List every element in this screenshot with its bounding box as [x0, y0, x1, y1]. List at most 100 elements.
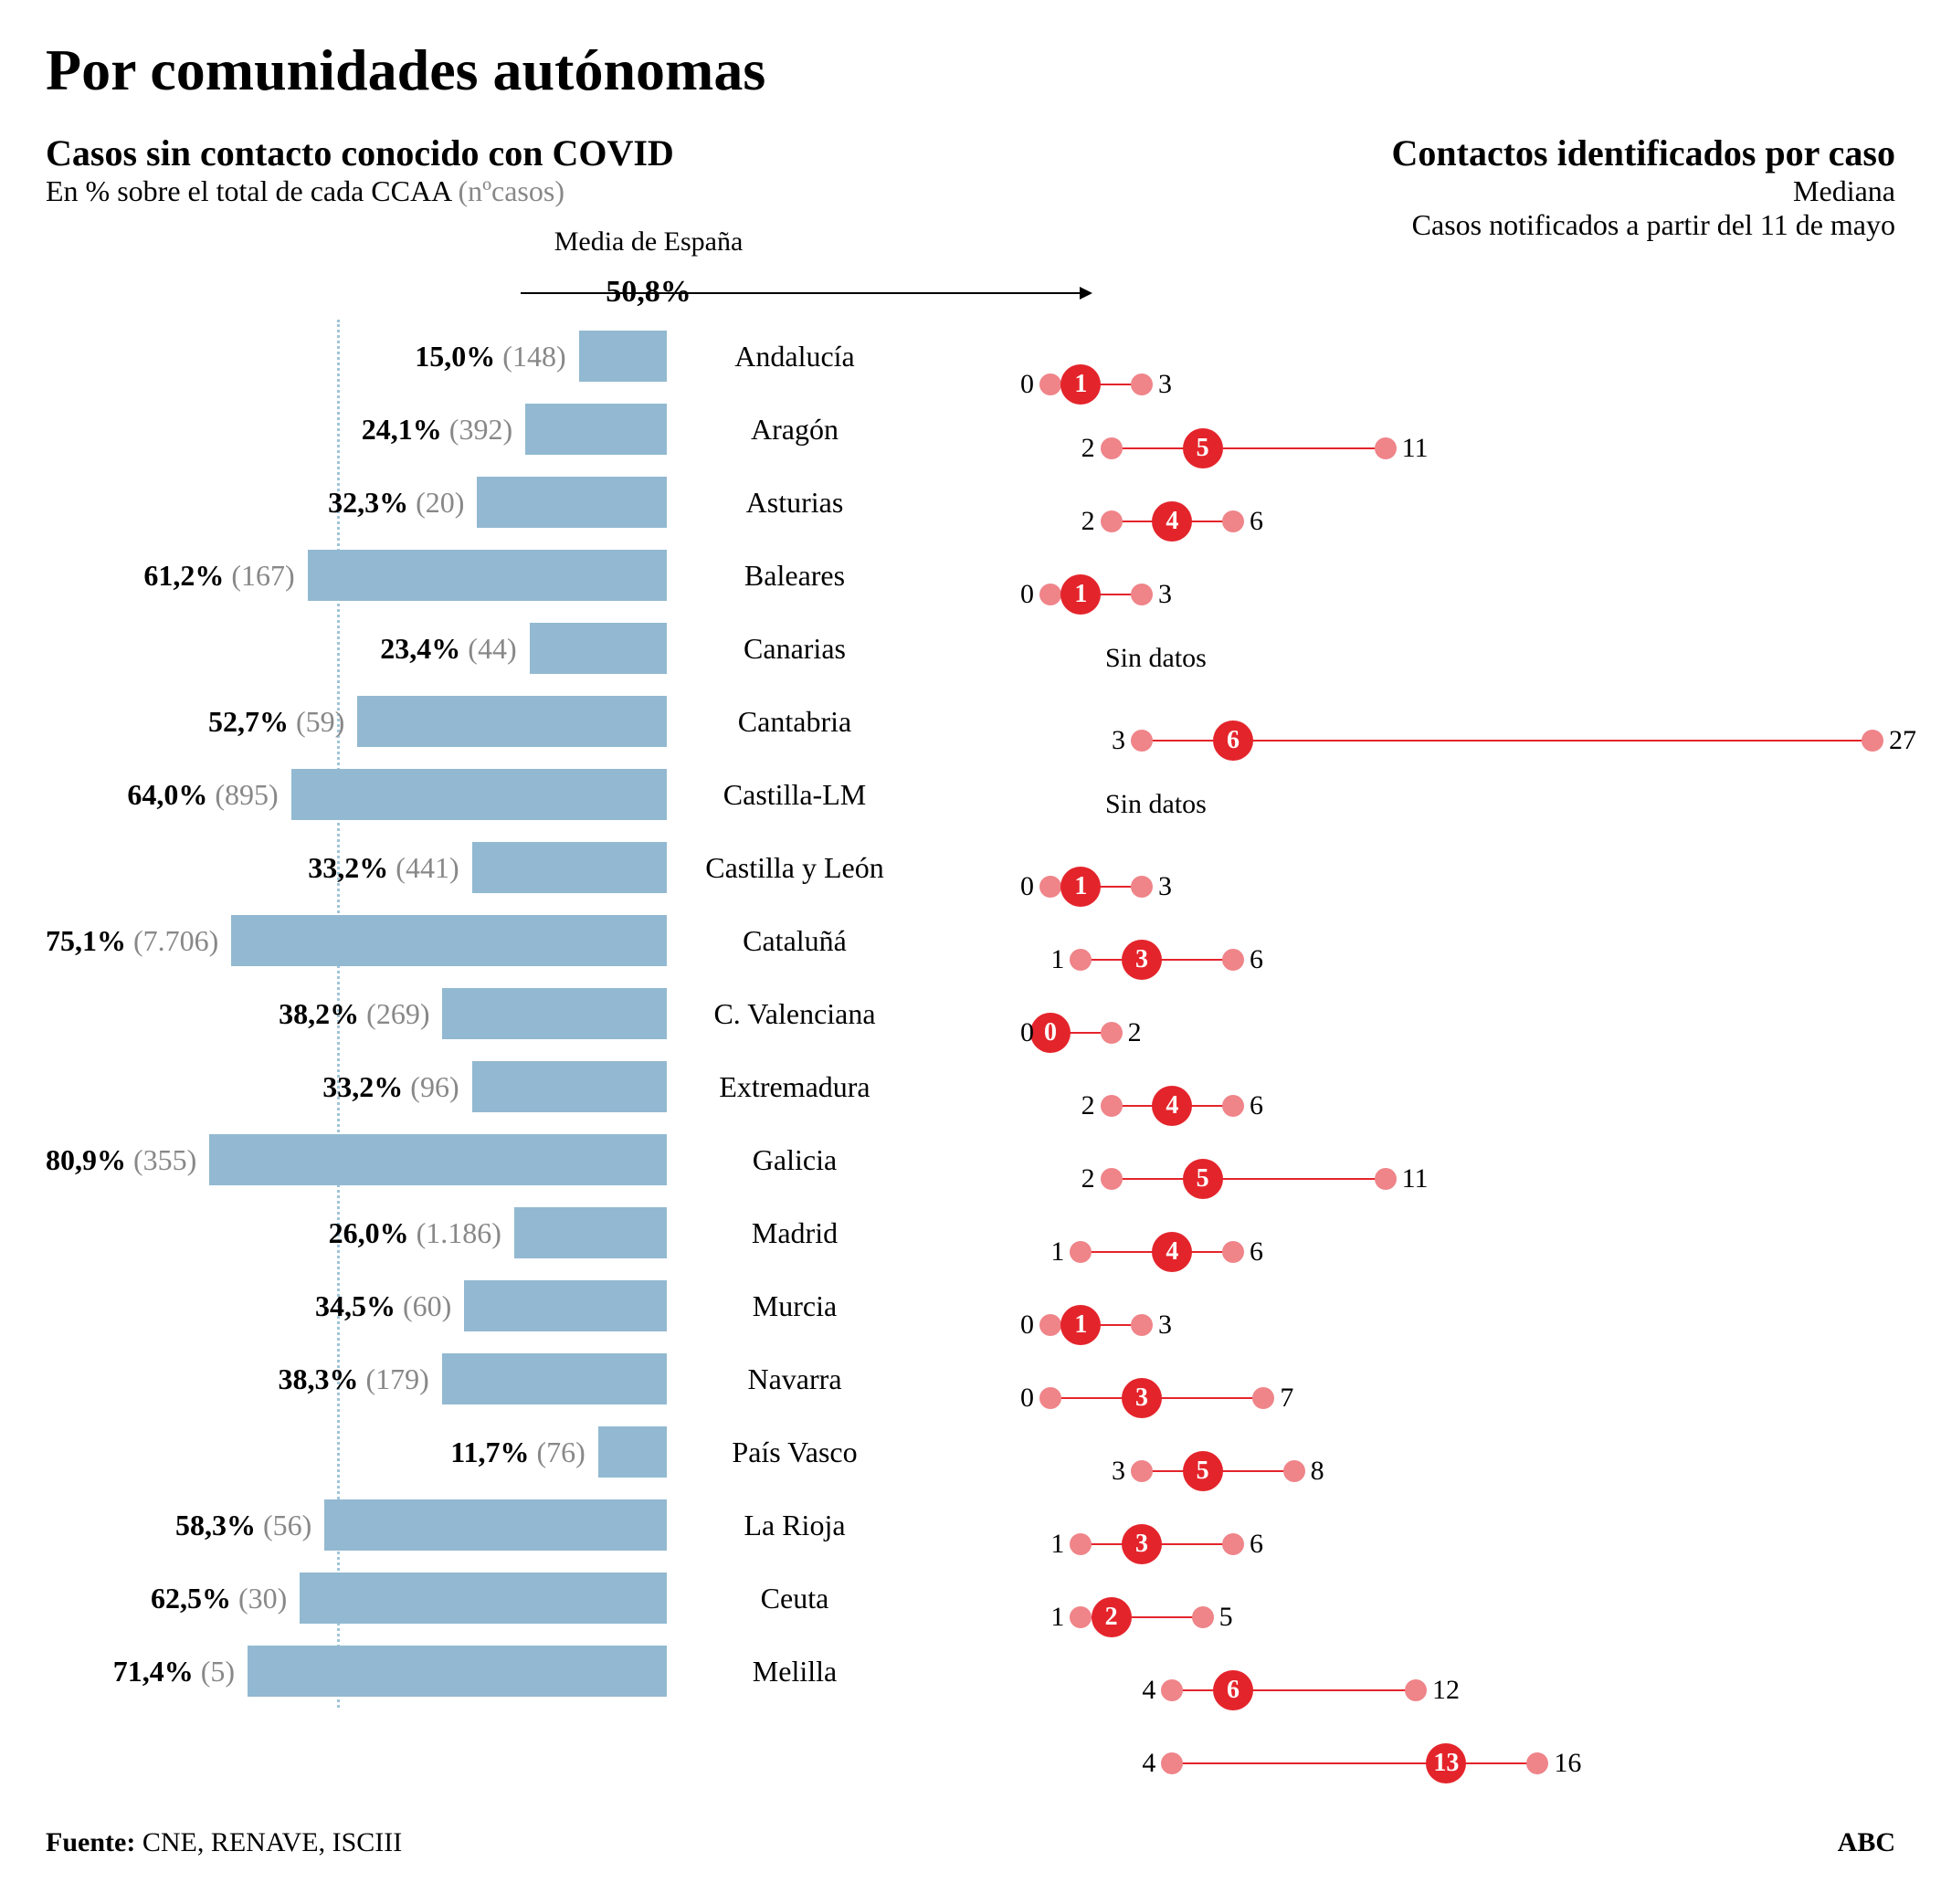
dot-min [1039, 373, 1061, 395]
dot-max [1283, 1460, 1305, 1482]
dot-track [1112, 447, 1386, 449]
bar-label: 23,4% (44) [380, 632, 516, 666]
bar-pct: 38,3% [279, 1362, 359, 1395]
bar-label: 62,5% (30) [151, 1582, 287, 1615]
brand: ABC [1838, 1827, 1895, 1858]
bar-cases: (148) [502, 340, 565, 373]
region-name: Madrid [667, 1216, 923, 1250]
dot-row: 5 2 11 [986, 1142, 1895, 1215]
dot-min-label: 4 [1142, 1675, 1155, 1706]
dot-max-label: 5 [1219, 1602, 1233, 1633]
region-name: Murcia [667, 1289, 923, 1323]
dot-median: 6 [1213, 1670, 1253, 1710]
dot-min [1070, 949, 1092, 971]
bar [442, 1353, 667, 1404]
region-name: País Vasco [667, 1436, 923, 1469]
bar-section: 75,1% (7.706) [46, 915, 667, 966]
bar [598, 1426, 667, 1478]
bar-label: 71,4% (5) [113, 1655, 235, 1688]
dot-row: 1 0 3 [986, 850, 1895, 923]
bar-pct: 24,1% [362, 413, 442, 446]
bar-row: 38,2% (269) C. Valenciana [46, 977, 959, 1050]
dot-row: Sin datos [986, 631, 1895, 704]
right-sub1: Mediana [986, 174, 1895, 208]
bar-row: 15,0% (148) Andalucía [46, 320, 959, 393]
bar [477, 477, 667, 528]
bar-section: 11,7% (76) [46, 1426, 667, 1478]
bar [472, 842, 667, 893]
dot-min [1101, 437, 1123, 459]
bar-row: 26,0% (1.186) Madrid [46, 1196, 959, 1269]
region-name: C. Valenciana [667, 997, 923, 1031]
dot-max-label: 3 [1158, 871, 1172, 902]
bar [464, 1280, 667, 1331]
bar [291, 769, 667, 820]
bar-row: 11,7% (76) País Vasco [46, 1415, 959, 1488]
bar-row: 62,5% (30) Ceuta [46, 1562, 959, 1635]
dot-max-label: 6 [1250, 1090, 1263, 1121]
dot-max [1375, 437, 1397, 459]
dot-min-label: 0 [1020, 871, 1034, 902]
dot-row: 3 1 6 [986, 1508, 1895, 1581]
dot-max-label: 3 [1158, 1310, 1172, 1341]
region-name: Ceuta [667, 1582, 923, 1615]
dot-max-label: 27 [1889, 725, 1916, 756]
bar-row: 61,2% (167) Baleares [46, 539, 959, 612]
bar-section: 64,0% (895) [46, 769, 667, 820]
dot-media-row: 1 0 3 [986, 357, 1895, 412]
bar-pct: 33,2% [308, 851, 388, 884]
region-name: Baleares [667, 559, 923, 593]
dot-max [1405, 1679, 1427, 1701]
bar-row: 52,7% (59) Cantabria [46, 685, 959, 758]
bar-cases: (44) [468, 632, 516, 665]
dot-row: Sin datos [986, 777, 1895, 850]
bar-cases: (441) [396, 851, 459, 884]
dot-max [1131, 373, 1153, 395]
bar-pct: 75,1% [46, 924, 126, 957]
region-name: Aragón [667, 413, 923, 447]
dot-min-label: 2 [1081, 433, 1095, 464]
arrow-line [521, 292, 1087, 294]
bar [209, 1134, 667, 1185]
dot-median: 1 [1060, 867, 1101, 907]
dot-track [1112, 1178, 1386, 1180]
bar-label: 33,2% (96) [322, 1070, 459, 1104]
dot-min-label: 0 [1020, 1310, 1034, 1341]
source: Fuente: CNE, RENAVE, ISCIII [46, 1827, 402, 1858]
dot-track [1172, 1762, 1537, 1764]
dot-max-label: 6 [1250, 1529, 1263, 1560]
region-name: Cantabria [667, 705, 923, 739]
dot-row: 1 0 3 [986, 1289, 1895, 1362]
region-name: Navarra [667, 1362, 923, 1396]
bar-row: 33,2% (441) Castilla y León [46, 831, 959, 904]
bar [442, 988, 667, 1039]
dot-min-label: 3 [1112, 1456, 1125, 1487]
bar-pct: 23,4% [380, 632, 460, 665]
dot-max [1526, 1752, 1548, 1774]
bar-pct: 15,0% [415, 340, 495, 373]
dot-max-label: 6 [1250, 944, 1263, 975]
region-name: Canarias [667, 632, 923, 666]
bar-label: 38,2% (269) [279, 997, 429, 1031]
dot-max-label: 6 [1250, 1236, 1263, 1268]
bar-label: 15,0% (148) [415, 340, 565, 373]
bar-row: 34,5% (60) Murcia [46, 1269, 959, 1342]
right-header: Contactos identificados por caso Mediana… [986, 131, 1895, 242]
dot-min-label: 0 [1020, 579, 1034, 610]
bar-section: 24,1% (392) [46, 404, 667, 455]
dot-row: 5 2 11 [986, 412, 1895, 485]
dot-min-label: 1 [1050, 1236, 1064, 1268]
dot-max-label: 3 [1158, 369, 1172, 400]
bar-cases: (7.706) [133, 924, 218, 957]
right-subtitle: Contactos identificados por caso [986, 131, 1895, 174]
region-name: Galicia [667, 1143, 923, 1177]
bar-section: 38,2% (269) [46, 988, 667, 1039]
source-text: CNE, RENAVE, ISCIII [142, 1827, 402, 1857]
dot-min [1101, 1168, 1123, 1190]
dot-max [1222, 1241, 1244, 1263]
dot-row: 4 1 6 [986, 1215, 1895, 1289]
bar-chart-area: 15,0% (148) Andalucía 24,1% (392) Aragón… [46, 320, 959, 1708]
dot-min [1070, 1533, 1092, 1555]
dot-max [1375, 1168, 1397, 1190]
bar-pct: 62,5% [151, 1582, 231, 1615]
